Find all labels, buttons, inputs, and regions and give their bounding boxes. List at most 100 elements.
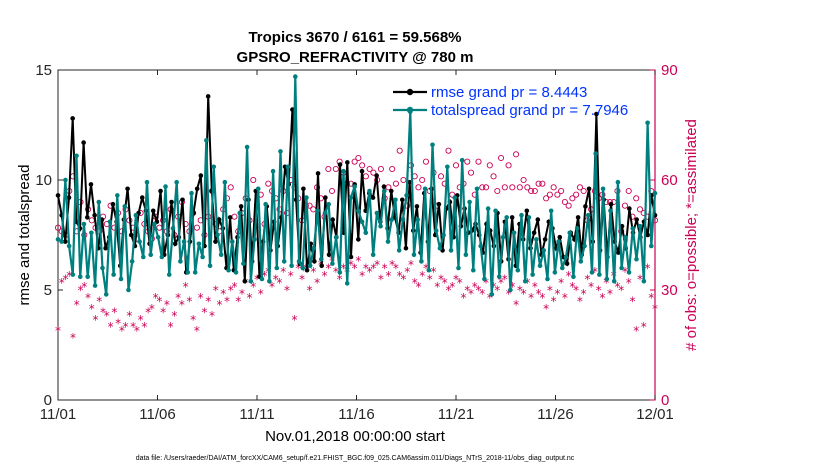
- y-axis-label-left: rmse and totalspread: [16, 165, 33, 306]
- assimilated-obs-marker: *: [509, 280, 515, 294]
- assimilated-obs-marker: *: [156, 295, 162, 309]
- x-axis-label: Nov.01,2018 00:00:00 start: [265, 428, 446, 445]
- possible-obs-marker: [475, 158, 482, 165]
- totalspread-point: [200, 254, 205, 260]
- assimilated-obs-marker: *: [415, 280, 421, 294]
- assimilated-obs-marker: *: [528, 291, 534, 305]
- assimilated-obs-marker: *: [55, 324, 61, 338]
- assimilated-obs-marker: *: [81, 280, 87, 294]
- possible-obs-marker: [265, 180, 272, 187]
- rmse-point: [180, 197, 185, 203]
- rmse-point: [198, 173, 204, 178]
- rmse-point: [594, 111, 599, 117]
- assimilated-obs-marker: *: [577, 295, 583, 309]
- y-axis-label-right: # of obs: o=possible; *=assimilated: [683, 119, 700, 351]
- assimilated-obs-marker: *: [123, 320, 129, 334]
- totalspread-point: [322, 210, 328, 216]
- totalspread-point: [452, 195, 458, 200]
- assimilated-obs-marker: *: [141, 320, 147, 334]
- totalspread-point: [55, 237, 61, 242]
- possible-obs-marker: [569, 195, 576, 202]
- totalspread-point: [59, 239, 65, 244]
- totalspread-point: [430, 142, 435, 148]
- totalspread-point: [504, 215, 509, 220]
- totalspread-point: [419, 259, 424, 264]
- totalspread-point: [229, 239, 235, 244]
- assimilated-obs-marker: *: [325, 262, 331, 276]
- rmse-point: [542, 237, 548, 242]
- assimilated-obs-marker: *: [111, 306, 117, 320]
- totalspread-point: [159, 254, 165, 260]
- totalspread-point: [489, 292, 495, 297]
- assimilated-obs-marker: *: [427, 273, 433, 287]
- totalspread-point: [545, 276, 550, 282]
- assimilated-obs-marker: *: [487, 291, 493, 305]
- rmse-point: [586, 186, 592, 192]
- rmse-point: [403, 245, 409, 251]
- assimilated-obs-marker: *: [404, 265, 410, 279]
- rmse-point: [85, 215, 90, 220]
- totalspread-point: [107, 219, 113, 225]
- assimilated-obs-marker: *: [378, 273, 384, 287]
- possible-obs-marker: [482, 184, 490, 191]
- possible-obs-marker: [250, 176, 257, 184]
- legend-totalspread-label: totalspread grand pr = 7.7946: [431, 102, 628, 119]
- assimilated-obs-marker: *: [483, 276, 489, 290]
- totalspread-point: [115, 193, 120, 198]
- totalspread-point: [281, 259, 287, 264]
- totalspread-point: [634, 256, 639, 262]
- y-tick-label-right: 30: [661, 282, 678, 299]
- possible-obs-marker: [513, 151, 520, 158]
- assimilated-obs-marker: *: [491, 280, 497, 294]
- assimilated-obs-marker: *: [476, 284, 482, 298]
- possible-obs-marker: [332, 165, 339, 173]
- y-tick-label-left: 0: [44, 392, 52, 409]
- x-tick-label: 11/21: [438, 406, 474, 423]
- totalspread-point: [511, 230, 517, 236]
- totalspread-point: [441, 232, 446, 238]
- totalspread-point: [163, 184, 168, 189]
- totalspread-point: [445, 164, 450, 170]
- totalspread-point: [252, 237, 257, 242]
- totalspread-point: [174, 179, 179, 185]
- totalspread-point: [166, 272, 172, 277]
- assimilated-obs-marker: *: [521, 287, 527, 301]
- assimilated-obs-marker: *: [502, 273, 508, 287]
- x-tick-label: 11/16: [338, 406, 374, 423]
- rmse-point: [238, 204, 244, 209]
- assimilated-obs-marker: *: [408, 258, 414, 272]
- rmse-point: [301, 186, 306, 192]
- assimilated-obs-marker: *: [648, 291, 654, 305]
- assimilated-obs-marker: *: [517, 284, 523, 298]
- totalspread-point: [456, 265, 461, 271]
- rmse-point: [63, 239, 68, 244]
- totalspread-point: [318, 256, 324, 262]
- totalspread-point: [259, 276, 265, 282]
- possible-obs-marker: [621, 202, 629, 209]
- rmse-point: [55, 193, 61, 198]
- possible-obs-marker: [362, 173, 369, 180]
- totalspread-point: [474, 186, 480, 192]
- totalspread-point: [222, 179, 228, 185]
- totalspread-point: [459, 157, 465, 163]
- possible-obs-marker: [389, 165, 396, 173]
- assimilated-obs-marker: *: [70, 331, 76, 345]
- assimilated-obs-marker: *: [66, 269, 72, 283]
- assimilated-obs-marker: *: [547, 284, 553, 298]
- assimilated-obs-marker: *: [457, 276, 463, 290]
- assimilated-obs-marker: *: [352, 262, 358, 276]
- totalspread-point: [70, 272, 76, 277]
- assimilated-obs-marker: *: [389, 258, 395, 272]
- totalspread-point: [181, 239, 187, 244]
- assimilated-obs-marker: *: [108, 320, 114, 334]
- plot-frame: [57, 69, 656, 401]
- assimilated-obs-marker: *: [539, 291, 545, 305]
- assimilated-obs-marker: *: [216, 298, 222, 312]
- possible-obs-marker: [543, 195, 550, 202]
- assimilated-obs-marker: *: [295, 262, 301, 276]
- assimilated-obs-marker: *: [130, 320, 136, 334]
- totalspread-point: [326, 201, 331, 207]
- rmse-point: [407, 179, 412, 185]
- assimilated-obs-marker: *: [652, 302, 658, 316]
- assimilated-obs-marker: *: [250, 280, 256, 294]
